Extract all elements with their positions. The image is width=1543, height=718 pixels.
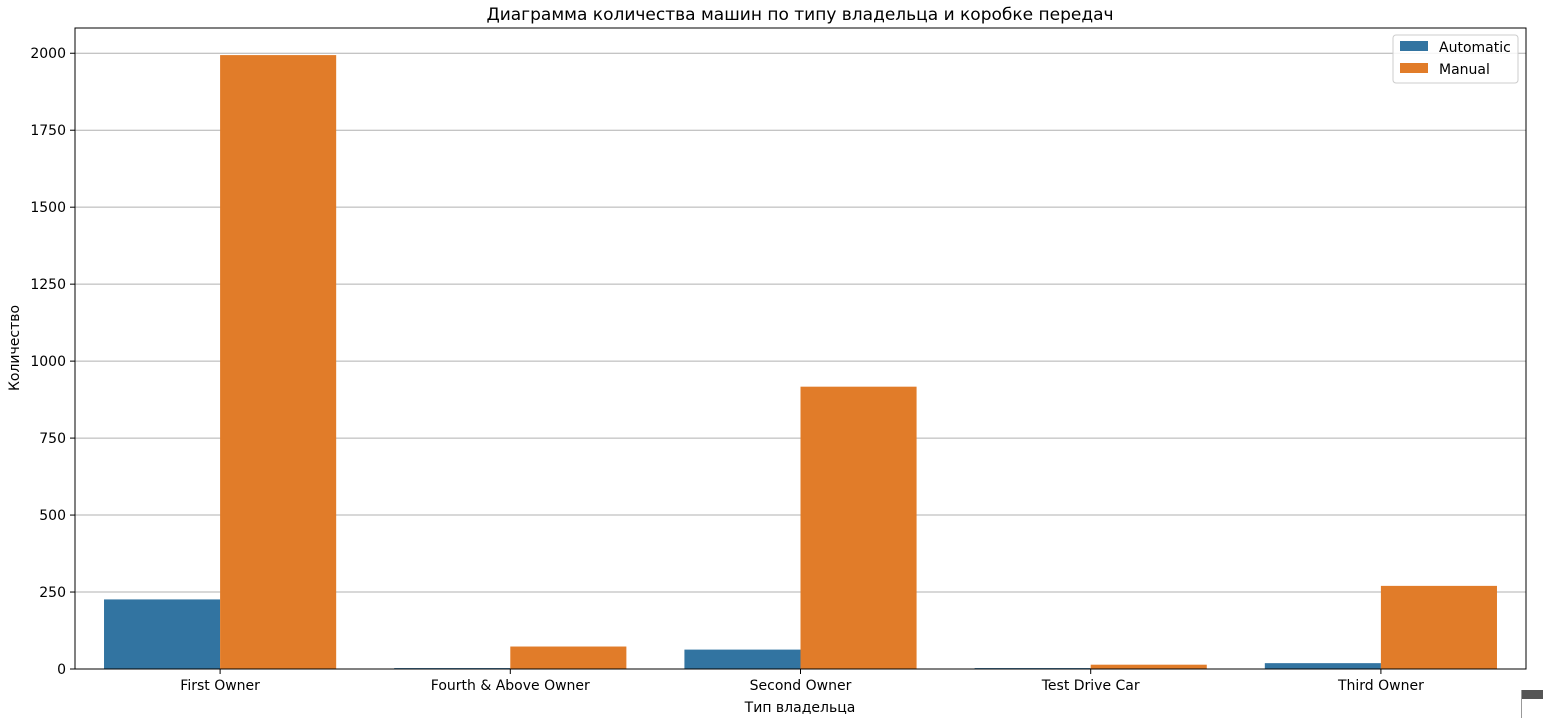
y-tick-label: 250: [39, 585, 66, 601]
x-tick-label: First Owner: [180, 678, 260, 694]
bar-manual: [510, 646, 627, 669]
x-tick-label: Third Owner: [1337, 678, 1424, 694]
y-tick-label: 1500: [30, 200, 66, 216]
legend-label: Automatic: [1439, 40, 1511, 56]
y-axis-ticks: 0 250 500 750 1000 1250 1500 1750 2000: [30, 46, 75, 678]
bar-manual: [1090, 664, 1207, 669]
y-tick-label: 2000: [30, 46, 66, 62]
x-tick-label: Fourth & Above Owner: [431, 678, 590, 694]
x-axis-ticks: First Owner Fourth & Above Owner Second Ow…: [180, 669, 1424, 694]
corner-widget: [1521, 690, 1543, 718]
x-tick-label: Second Owner: [750, 678, 852, 694]
x-axis-label: Тип владельца: [744, 700, 856, 716]
y-axis-label: Количество: [7, 305, 23, 391]
bars: [104, 55, 1497, 669]
legend-label: Manual: [1439, 62, 1490, 78]
bar-manual: [220, 55, 337, 669]
bar-automatic: [684, 649, 801, 669]
y-tick-label: 750: [39, 431, 66, 447]
legend-swatch-manual: [1400, 63, 1428, 73]
plot-frame: [74, 27, 1527, 670]
y-tick-label: 0: [57, 662, 66, 678]
bar-automatic: [104, 599, 221, 669]
bar-automatic: [1264, 663, 1381, 669]
legend-swatch-automatic: [1400, 41, 1428, 51]
chart-title: Диаграмма количества машин по типу владе…: [486, 5, 1113, 25]
y-tick-label: 1750: [30, 123, 66, 139]
y-tick-label: 1250: [30, 277, 66, 293]
bar-manual: [800, 386, 917, 669]
bar-manual: [1380, 585, 1497, 669]
y-tick-label: 1000: [30, 354, 66, 370]
legend: Automatic Manual: [1392, 34, 1519, 84]
x-tick-label: Test Drive Car: [1041, 678, 1140, 694]
y-tick-label: 500: [39, 508, 66, 524]
